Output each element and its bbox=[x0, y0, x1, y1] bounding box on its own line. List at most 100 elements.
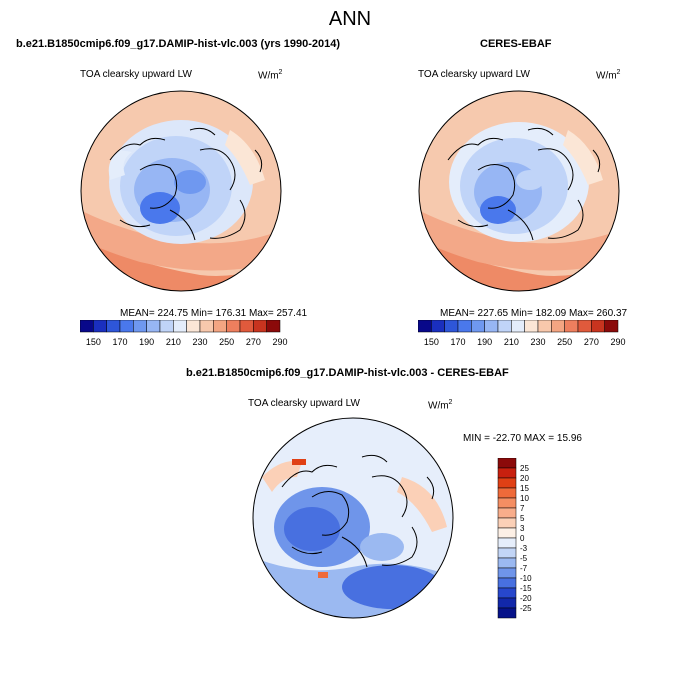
colorbar-cell bbox=[537, 320, 552, 333]
colorbar-label: -5 bbox=[520, 554, 528, 563]
colorbar-cell bbox=[497, 487, 517, 499]
colorbar-label: 210 bbox=[166, 337, 181, 347]
colorbar-cell bbox=[497, 517, 517, 529]
colorbar-cell bbox=[497, 547, 517, 559]
colorbar-label: 250 bbox=[219, 337, 234, 347]
colorbar-cell bbox=[497, 567, 517, 579]
colorbar-label: 10 bbox=[520, 494, 529, 503]
colorbar-label: 290 bbox=[610, 337, 625, 347]
colorbar-label: 5 bbox=[520, 514, 525, 523]
panel-3-stats: MIN = -22.70 MAX = 15.96 bbox=[463, 433, 582, 444]
panel-1-stats: MEAN= 224.75 Min= 176.31 Max= 257.41 bbox=[120, 308, 308, 319]
colorbar-cell bbox=[497, 537, 517, 549]
panel-2-colorbar-cells bbox=[418, 320, 619, 333]
colorbar-cell bbox=[497, 477, 517, 489]
colorbar-label: 210 bbox=[504, 337, 519, 347]
colorbar-label: 170 bbox=[450, 337, 465, 347]
colorbar-cell bbox=[106, 320, 121, 333]
panel-3-colorbar-cells bbox=[497, 458, 517, 619]
colorbar-cell bbox=[564, 320, 579, 333]
colorbar-label: 190 bbox=[477, 337, 492, 347]
colorbar-label: -3 bbox=[520, 544, 528, 553]
colorbar-label: 150 bbox=[86, 337, 101, 347]
colorbar-label: -15 bbox=[520, 584, 532, 593]
panel-2-variable: TOA clearsky upward LW bbox=[418, 69, 530, 80]
colorbar-cell bbox=[93, 320, 107, 333]
panel-2-units: W/m2 bbox=[596, 69, 621, 82]
colorbar-label: -10 bbox=[520, 574, 532, 583]
colorbar-label: 250 bbox=[557, 337, 572, 347]
colorbar-cell bbox=[551, 320, 565, 333]
panel-1-header: b.e21.B1850cmip6.f09_g17.DAMIP-hist-vlc.… bbox=[16, 38, 341, 50]
panel-1-map bbox=[80, 90, 282, 292]
panel-3-units: W/m2 bbox=[428, 399, 453, 412]
colorbar-cell bbox=[497, 467, 517, 479]
panel-1-colorbar: 150 170 190 210 230 250 270 290 bbox=[80, 320, 288, 347]
colorbar-cell bbox=[239, 320, 254, 333]
colorbar-cell bbox=[146, 320, 161, 333]
colorbar-cell bbox=[484, 320, 499, 333]
colorbar-cell bbox=[119, 320, 134, 333]
panel-3-header: b.e21.B1850cmip6.f09_g17.DAMIP-hist-vlc.… bbox=[186, 367, 509, 379]
figure-title: ANN bbox=[328, 8, 372, 30]
panel-3-variable: TOA clearsky upward LW bbox=[248, 398, 360, 409]
colorbar-cell bbox=[471, 320, 485, 333]
colorbar-cell bbox=[497, 320, 512, 333]
panel-1-variable: TOA clearsky upward LW bbox=[80, 69, 192, 80]
colorbar-cell bbox=[511, 320, 525, 333]
panel-1-units: W/m2 bbox=[258, 69, 283, 82]
colorbar-label: -25 bbox=[520, 604, 532, 613]
panel-2-map bbox=[418, 90, 620, 292]
colorbar-cell bbox=[577, 320, 592, 333]
panel-2-colorbar: 150 170 190 210 230 250 270 290 bbox=[418, 320, 626, 347]
colorbar-cell bbox=[173, 320, 187, 333]
colorbar-cell bbox=[497, 527, 517, 539]
colorbar-cell bbox=[133, 320, 147, 333]
colorbar-label: 0 bbox=[520, 534, 525, 543]
colorbar-label: 270 bbox=[246, 337, 261, 347]
colorbar-cell bbox=[213, 320, 227, 333]
panel-2-colorbar-labels: 150 170 190 210 230 250 270 290 bbox=[424, 337, 626, 347]
colorbar-cell bbox=[497, 597, 517, 609]
colorbar-label: 290 bbox=[272, 337, 287, 347]
colorbar-cell bbox=[159, 320, 174, 333]
colorbar-cell bbox=[497, 557, 517, 569]
colorbar-label: -20 bbox=[520, 594, 532, 603]
panel-2-header: CERES-EBAF bbox=[480, 38, 552, 50]
colorbar-label: 170 bbox=[112, 337, 127, 347]
colorbar-cell bbox=[497, 458, 517, 469]
colorbar-cell bbox=[457, 320, 472, 333]
colorbar-cell bbox=[253, 320, 267, 333]
colorbar-cell bbox=[418, 320, 432, 333]
colorbar-cell bbox=[497, 587, 517, 599]
colorbar-cell bbox=[497, 577, 517, 589]
colorbar-cell bbox=[524, 320, 539, 333]
colorbar-cell bbox=[497, 607, 517, 619]
colorbar-cell bbox=[497, 497, 517, 509]
colorbar-cell bbox=[497, 507, 517, 519]
panel-3-map bbox=[252, 417, 454, 619]
colorbar-cell bbox=[591, 320, 605, 333]
colorbar-label: 15 bbox=[520, 484, 529, 493]
colorbar-cell bbox=[80, 320, 94, 333]
colorbar-cell bbox=[266, 320, 281, 333]
colorbar-cell bbox=[444, 320, 459, 333]
colorbar-cell bbox=[226, 320, 241, 333]
panel-2-stats: MEAN= 227.65 Min= 182.09 Max= 260.37 bbox=[440, 308, 628, 319]
colorbar-label: 7 bbox=[520, 504, 525, 513]
colorbar-label: 25 bbox=[520, 464, 529, 473]
panel-1-colorbar-labels: 150 170 190 210 230 250 270 290 bbox=[86, 337, 288, 347]
colorbar-cell bbox=[604, 320, 619, 333]
colorbar-label: 230 bbox=[530, 337, 545, 347]
colorbar-cell bbox=[431, 320, 445, 333]
colorbar-label: 150 bbox=[424, 337, 439, 347]
colorbar-label: 270 bbox=[584, 337, 599, 347]
colorbar-label: 3 bbox=[520, 524, 525, 533]
colorbar-label: -7 bbox=[520, 564, 528, 573]
colorbar-label: 230 bbox=[192, 337, 207, 347]
colorbar-label: 190 bbox=[139, 337, 154, 347]
colorbar-label: 20 bbox=[520, 474, 529, 483]
colorbar-cell bbox=[186, 320, 201, 333]
